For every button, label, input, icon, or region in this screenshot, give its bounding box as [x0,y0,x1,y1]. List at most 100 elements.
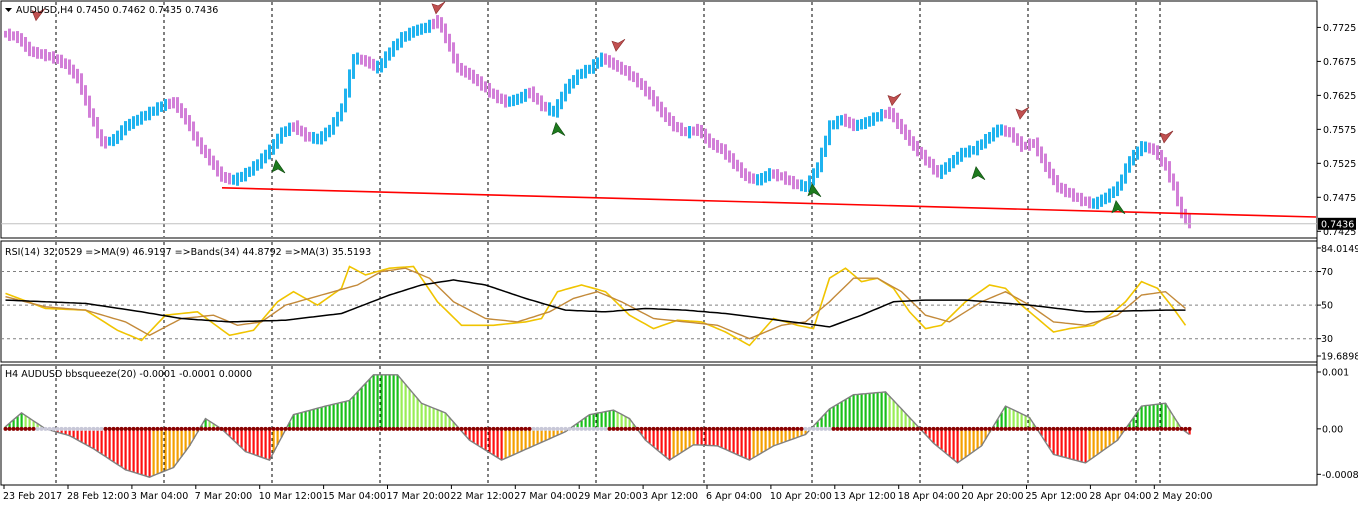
squeeze-bar [1012,409,1015,429]
price-bar [400,32,403,48]
price-bar [292,122,295,132]
squeeze-dot [1135,426,1140,431]
squeeze-bar [112,428,115,462]
squeeze-bar [28,418,31,429]
squeeze-dot [15,426,20,431]
squeeze-bar [616,412,619,429]
time-tick-label: 27 Mar 04:00 [514,491,577,502]
price-bar [892,108,895,123]
price-bar [436,15,439,29]
price-bar [88,95,91,118]
price-bar [868,116,871,127]
price-bar [672,116,675,132]
squeeze-dot [735,426,740,431]
squeeze-bar [860,394,863,429]
squeeze-dot [907,426,912,431]
squeeze-bar [376,374,379,429]
squeeze-dot [891,426,896,431]
price-bar [772,169,775,179]
price-bar [1080,192,1083,207]
squeeze-dot [107,426,112,431]
price-bar [268,144,271,160]
squeeze-dot [331,426,336,431]
squeeze-dot [583,426,588,431]
squeeze-bar [972,428,975,452]
squeeze-dot [771,426,776,431]
price-bar [100,129,103,147]
squeeze-bar [1148,405,1151,429]
squeeze-dot [1087,426,1092,431]
price-bar [876,112,879,122]
price-tick-label: 0.7675 [1323,57,1356,68]
price-bar [880,109,883,122]
squeeze-dot [487,426,492,431]
squeeze-bar [100,428,103,454]
squeeze-bar [116,428,119,465]
squeeze-bar [272,428,275,453]
price-bar [800,179,803,192]
squeeze-bar [1084,428,1087,463]
squeeze-dot [959,426,964,431]
squeeze-bar [324,406,327,429]
price-bar [336,111,339,127]
price-bar [216,160,219,177]
squeeze-dot [615,426,620,431]
price-bar [500,93,503,104]
squeeze-dot [679,426,684,431]
squeeze-panel[interactable] [0,364,1318,486]
squeeze-bar [1128,423,1131,429]
squeeze-dot [515,426,520,431]
squeeze-dot [243,426,248,431]
squeeze-dot [1111,426,1116,431]
price-bar [1104,192,1107,205]
squeeze-dot [95,426,100,431]
squeeze-bar [592,413,595,429]
price-bar [896,112,899,129]
price-bar [112,134,115,147]
dropdown-triangle-icon[interactable] [5,8,12,12]
squeeze-dot [767,426,772,431]
squeeze-dot [671,426,676,431]
squeeze-dot [851,426,856,431]
squeeze-bar [392,374,395,429]
squeeze-bar [448,417,451,429]
price-bar [1008,127,1011,138]
squeeze-bar [692,428,695,445]
price-bar [148,106,151,121]
rsi-panel[interactable] [0,240,1318,363]
price-bar [816,162,819,178]
squeeze-bar [236,428,239,444]
price-bar [76,68,79,84]
squeeze-bar [172,428,175,468]
squeeze-dot [239,426,244,431]
price-bar [728,150,731,163]
squeeze-bar [760,428,763,453]
price-panel[interactable] [0,0,1318,239]
price-bar [116,130,119,144]
price-bar [160,101,163,112]
squeeze-dot [763,426,768,431]
squeeze-bar [980,428,983,446]
squeeze-bar [496,428,499,458]
squeeze-dot [151,426,156,431]
sell-arrow-icon [1159,130,1174,144]
price-bar [740,162,743,178]
squeeze-dot [199,426,204,431]
squeeze-bar [764,428,767,451]
price-bar [668,112,671,126]
price-bar [24,36,27,52]
price-bar [1160,149,1163,167]
squeeze-bar [624,416,627,429]
squeeze-dot [611,426,616,431]
price-bar [168,98,171,110]
squeeze-bar [584,417,587,429]
squeeze-dot [927,426,932,431]
sell-arrow-icon [31,8,46,22]
squeeze-bar [660,428,663,454]
squeeze-bar [36,423,39,429]
squeeze-bar [820,417,823,429]
squeeze-bar [940,428,943,450]
price-bar [756,174,759,186]
time-tick-label: 17 Mar 20:00 [387,491,450,502]
